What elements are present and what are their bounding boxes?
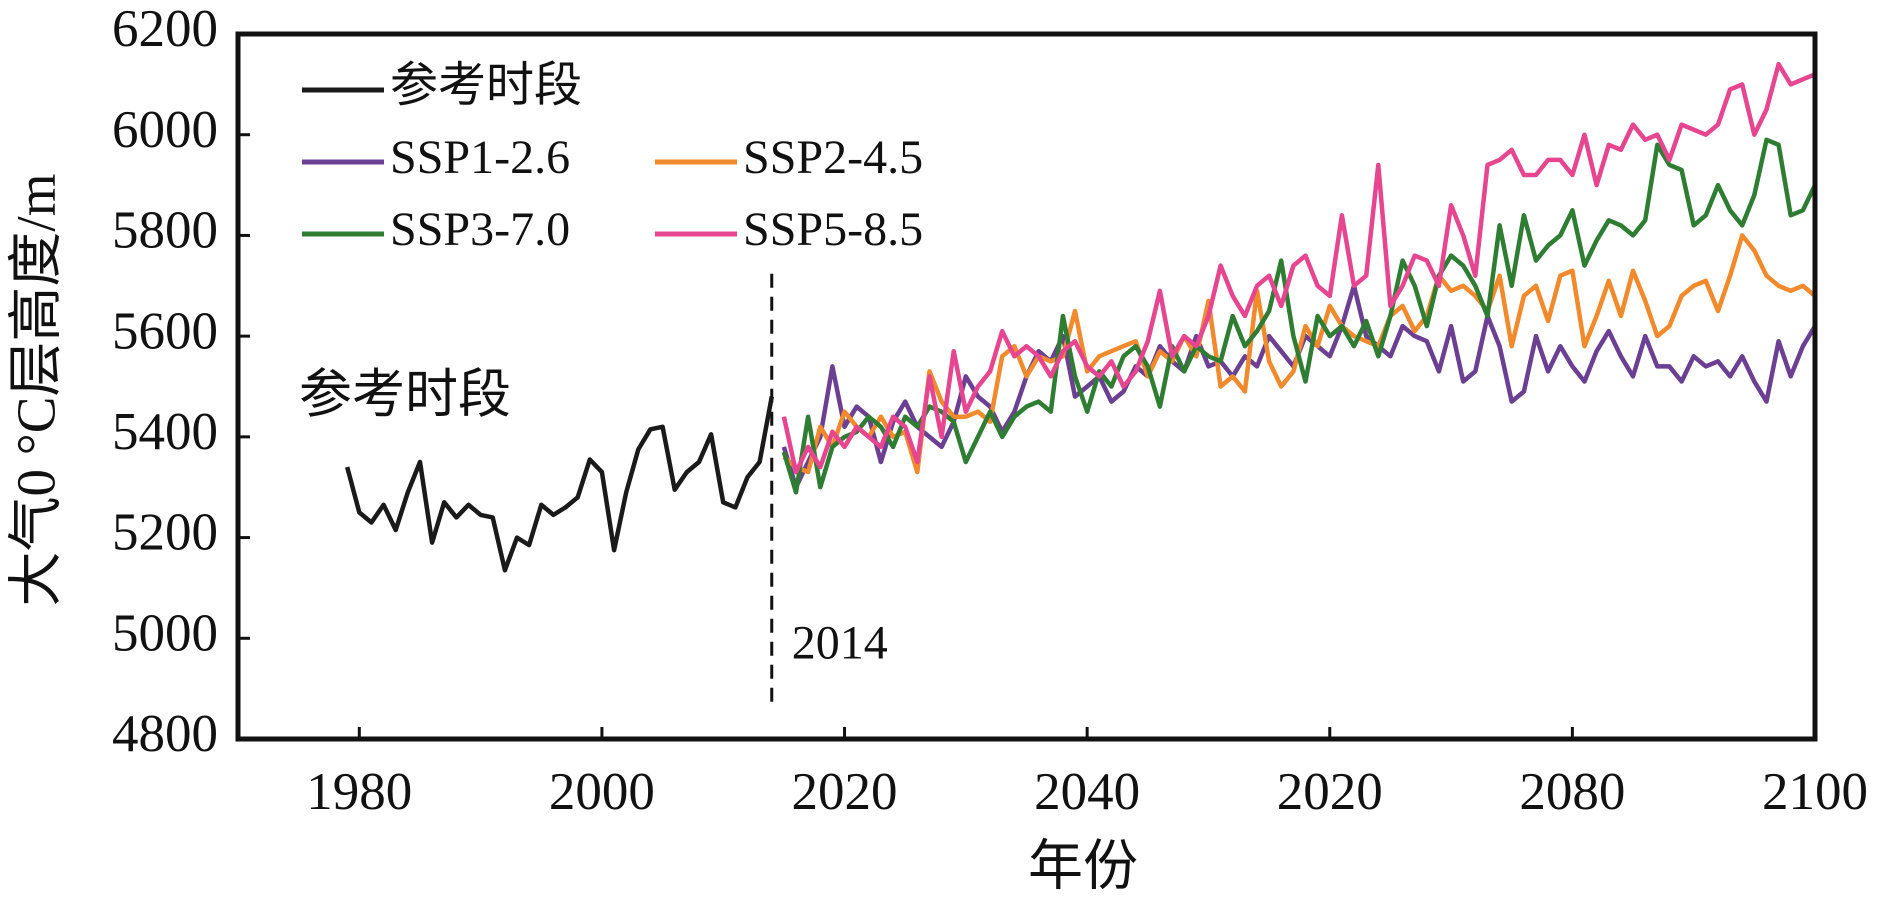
annotation: 参考时段 — [299, 366, 511, 424]
y-tick-label: 5400 — [112, 403, 218, 461]
legend-label: SSP2-4.5 — [743, 131, 923, 184]
y-tick-label: 4800 — [112, 705, 218, 763]
series-line — [345, 396, 775, 573]
y-axis-label: 大气0 °C层高度/m — [6, 174, 67, 607]
series-line — [781, 283, 1817, 490]
y-tick-label: 5800 — [112, 202, 218, 260]
legend-label: SSP3-7.0 — [390, 203, 570, 256]
series-line — [782, 233, 1817, 475]
x-tick-label: 2020 — [792, 763, 898, 821]
series-line — [781, 61, 1816, 475]
legend-label: SSP5-8.5 — [743, 203, 923, 256]
x-tick-label: 2080 — [1519, 763, 1625, 821]
x-tick-label: 2020 — [1277, 763, 1383, 821]
y-tick-label: 6200 — [112, 0, 218, 58]
legend-label: SSP1-2.6 — [390, 131, 570, 184]
y-tick-label: 5600 — [112, 302, 218, 360]
x-tick-label: 2000 — [549, 763, 655, 821]
x-tick-label: 2040 — [1034, 763, 1140, 821]
y-tick-label: 5200 — [112, 504, 218, 562]
plot-frame — [235, 31, 1818, 742]
series-line — [781, 137, 1818, 495]
x-tick-label: 1980 — [306, 763, 412, 821]
x-tick-label: 2100 — [1762, 763, 1868, 821]
x-axis-label: 年份 — [1028, 836, 1138, 897]
y-tick-label: 6000 — [112, 101, 218, 159]
y-tick-label: 5000 — [112, 604, 218, 662]
legend-label: 参考时段 — [390, 59, 582, 112]
reference-label: 2014 — [792, 616, 888, 669]
